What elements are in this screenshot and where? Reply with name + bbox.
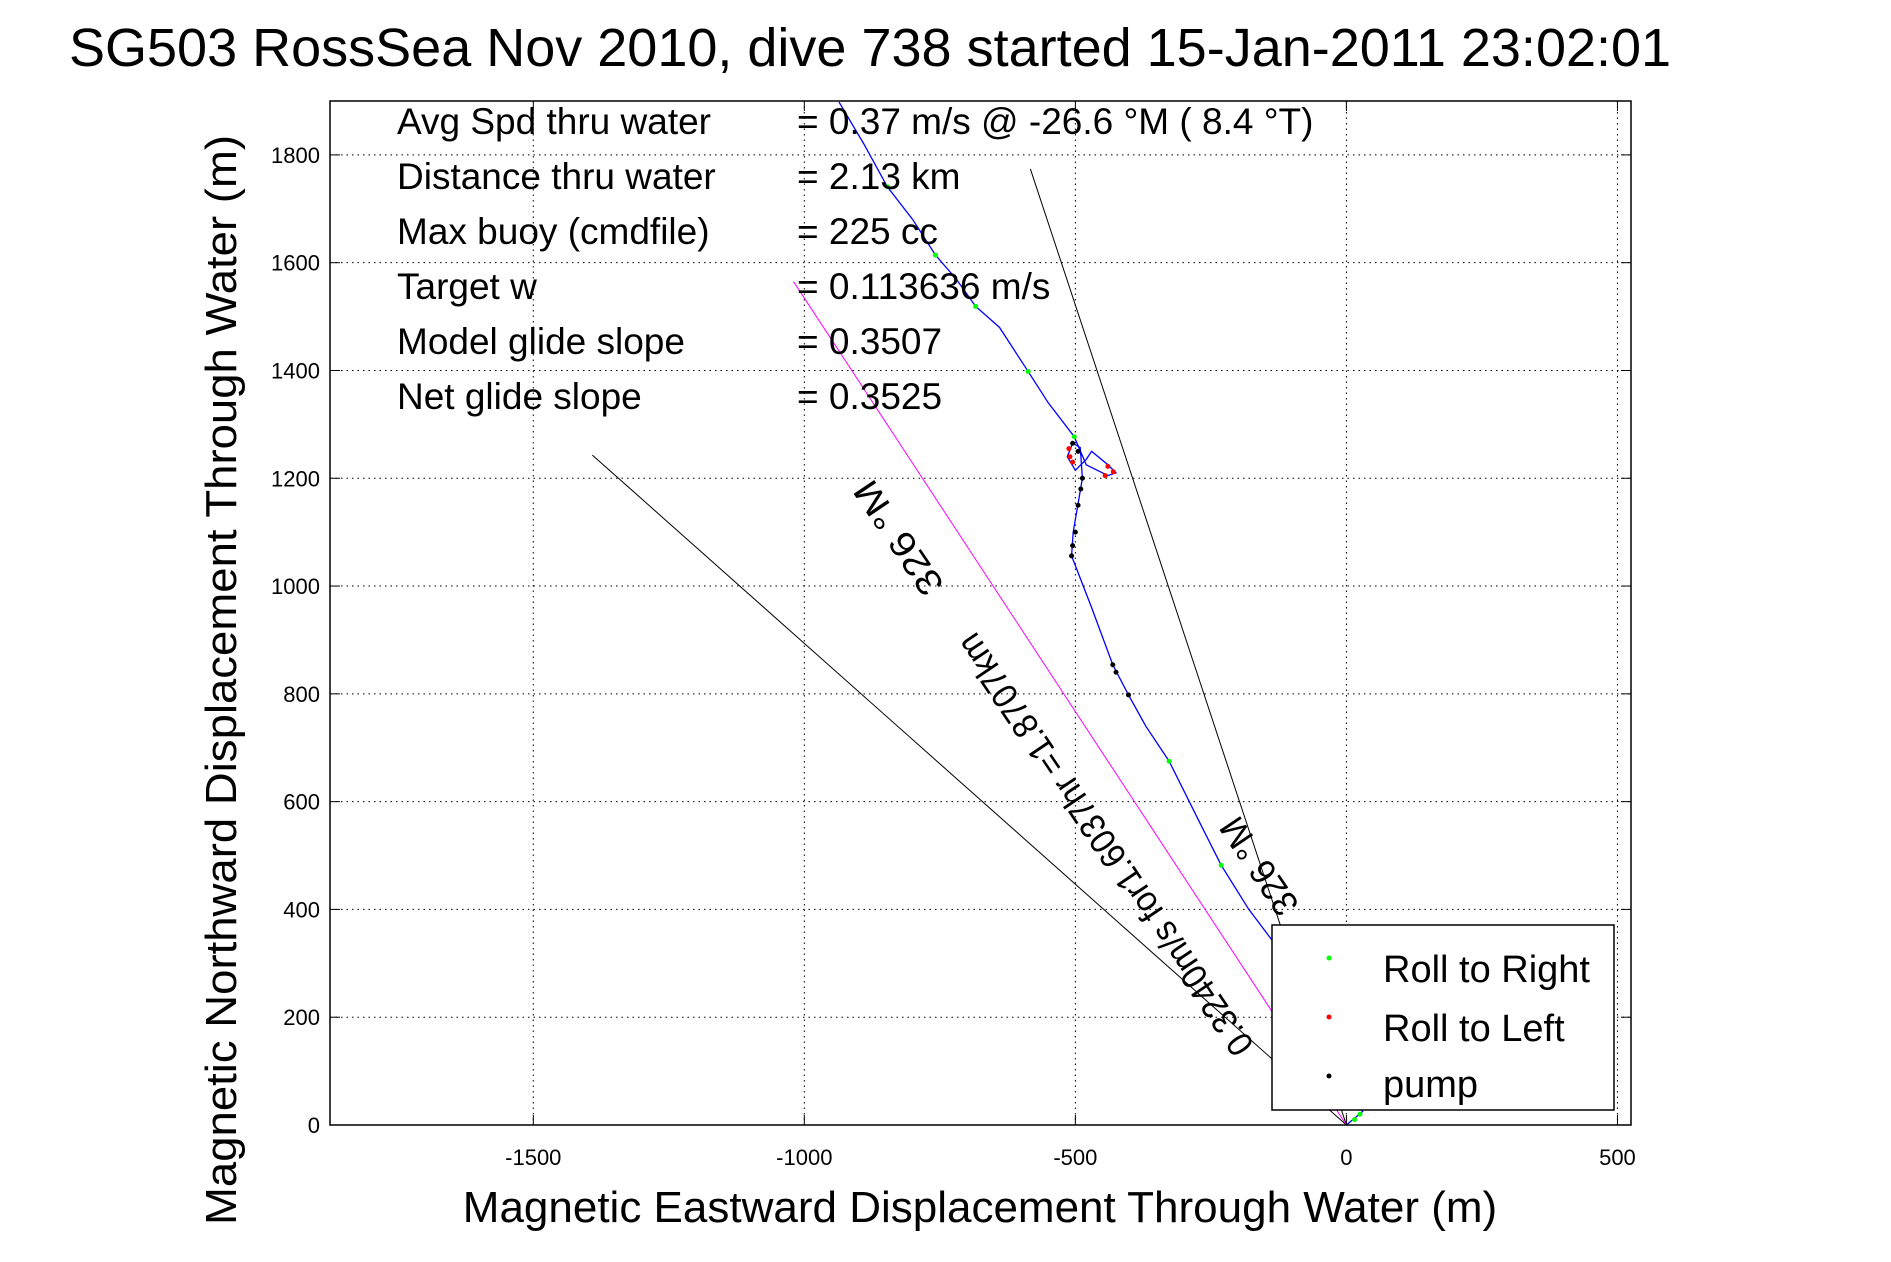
stat-value: = 225 cc [797,211,938,252]
heading-bottom-label: 326 °M [1211,809,1307,923]
pump-marker [1113,669,1119,675]
roll-right-marker [1352,1117,1358,1123]
y-tick-label: 800 [283,682,320,707]
legend-marker-roll-right [1326,955,1332,961]
reference-line [793,281,1347,1126]
legend-marker-roll-left [1326,1014,1332,1020]
y-tick-label: 1400 [271,358,320,383]
roll-left-marker [1067,454,1073,460]
roll-right-marker [1025,369,1031,375]
stat-label: Max buoy (cmdfile) [397,211,710,252]
x-tick-label: 0 [1340,1145,1352,1170]
y-tick-label: 1200 [271,466,320,491]
legend-label-pump: pump [1383,1064,1478,1106]
stats-block: Avg Spd thru water = 0.37 m/s @ -26.6 °M … [397,101,1313,417]
roll-right-marker [1071,434,1077,440]
pump-marker [1125,692,1131,698]
roll-right-marker [933,252,939,258]
roll-left-marker [1105,463,1111,469]
stat-value: = 0.3525 [797,376,942,417]
pump-marker [1079,475,1085,481]
pump-marker [1070,440,1076,446]
y-tick-label: 0 [308,1113,320,1138]
pump-marker [1078,486,1084,492]
legend: Roll to Right Roll to Left pump [1271,924,1615,1111]
roll-right-marker [1357,1111,1363,1117]
legend-marker-pump [1326,1073,1332,1079]
stat-value: = 0.3507 [797,321,942,362]
x-tick-label: -500 [1053,1145,1097,1170]
pump-marker [1072,529,1078,535]
y-tick-label: 1000 [271,574,320,599]
stat-value: = 0.37 m/s @ -26.6 °M ( 8.4 °T) [797,101,1313,142]
stat-label: Distance thru water [397,156,716,197]
pump-marker [1110,662,1116,668]
y-tick-label: 1800 [271,143,320,168]
stat-label: Model glide slope [397,321,685,362]
series [592,101,1364,1126]
stat-value: = 2.13 km [797,156,961,197]
x-tick-label: -1000 [776,1145,832,1170]
pump-marker [1075,448,1081,454]
y-tick-label: 400 [283,897,320,922]
pump-marker [1069,553,1075,559]
axes-box [329,100,1632,1126]
ticks: -1500 -1000 -500 0 500 0 200 400 600 800 1000 1200 1… [271,101,1636,1170]
stat-value: = 0.113636 m/s [797,266,1050,307]
stat-label: Target w [397,266,537,307]
reference-line [592,454,1347,1126]
heading-top-label: 326 °M [845,473,952,604]
pump-marker [1075,502,1081,508]
chart-title: SG503 RossSea Nov 2010, dive 738 started… [69,18,1671,78]
stat-label: Net glide slope [397,376,642,417]
x-axis-label: Magnetic Eastward Displacement Through W… [463,1183,1497,1232]
y-tick-label: 1600 [271,251,320,276]
roll-right-marker [1218,862,1224,868]
legend-label-roll-right: Roll to Right [1383,949,1590,991]
stat-label: Avg Spd thru water [397,101,711,142]
roll-left-marker [1110,469,1116,475]
roll-right-marker [1166,758,1172,764]
y-tick-label: 600 [283,790,320,815]
x-tick-label: 500 [1599,1145,1636,1170]
roll-right-marker [884,184,890,190]
y-tick-label: 200 [283,1005,320,1030]
legend-label-roll-left: Roll to Left [1383,1008,1565,1050]
roll-left-marker [1070,459,1076,465]
x-tick-label: -1500 [505,1145,561,1170]
y-axis-label: Magnetic Northward Displacement Through … [197,135,246,1225]
roll-right-marker [973,303,979,309]
pump-marker [1070,543,1076,549]
current-label: 0.3240m/s for1.6037hr =1.8707km [948,626,1262,1063]
roll-left-marker [1102,473,1108,479]
roll-left-marker [1066,446,1072,452]
